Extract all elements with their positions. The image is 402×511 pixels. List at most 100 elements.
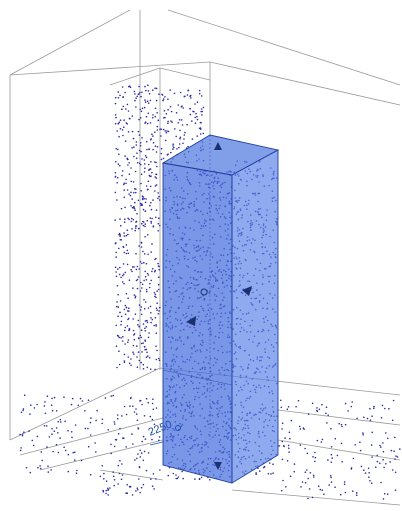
point [363,417,365,419]
point [201,477,203,479]
point [156,112,158,114]
point [134,202,136,204]
point [95,451,97,453]
point [159,469,161,471]
point [133,330,135,332]
point [155,345,157,347]
point [331,457,333,459]
point [41,460,43,462]
point [47,395,49,397]
point [121,108,123,110]
point [138,268,140,270]
point [313,475,315,477]
point [134,230,136,232]
point [144,328,146,330]
point [47,465,49,467]
point [331,446,333,448]
point [368,472,370,474]
point [134,210,136,212]
point [171,111,173,113]
point [141,351,143,353]
point [126,158,128,160]
point [28,430,30,432]
point [316,407,318,409]
point [132,318,134,320]
box-front[interactable] [163,163,232,483]
point [145,155,147,157]
point [123,283,125,285]
point [152,89,154,91]
point [114,446,116,448]
point [45,413,47,415]
point [71,431,73,433]
point [115,252,117,254]
point [152,485,154,487]
point [173,147,175,149]
point [103,473,105,475]
point [196,135,198,137]
point [102,419,104,421]
point [394,458,396,460]
point [156,209,158,211]
point [124,309,126,311]
point [146,141,148,143]
point [147,220,149,222]
point [152,419,154,421]
point [156,407,158,409]
point [383,498,385,500]
point [389,461,391,463]
point [156,177,158,179]
point [282,480,284,482]
point [141,242,143,244]
point [155,145,157,147]
point [118,91,120,93]
point [156,184,158,186]
point [144,340,146,342]
point [187,94,189,96]
point [90,422,92,424]
point [341,426,343,428]
point [56,410,58,412]
point [60,421,62,423]
point [159,360,161,362]
point [115,176,117,178]
point [272,463,274,465]
point [174,93,176,95]
point [116,182,118,184]
point [300,444,302,446]
point [126,484,128,486]
point [139,360,141,362]
point [395,489,397,491]
point [284,437,286,439]
point [319,409,321,411]
point [200,111,202,113]
point [182,478,184,480]
point [49,436,51,438]
point [46,425,48,427]
point [136,356,138,358]
point [144,226,146,228]
point [127,297,129,299]
point [393,400,395,402]
point [179,143,181,145]
point [139,450,141,452]
point [132,443,134,445]
point [135,97,137,99]
point [149,149,151,151]
point [140,282,142,284]
point [394,437,396,439]
point [125,179,127,181]
point [151,439,153,441]
point [116,130,118,132]
point [149,357,151,359]
point [148,274,150,276]
point [115,325,117,327]
point [116,301,118,303]
point [148,102,150,104]
point [385,463,387,465]
point [371,482,373,484]
point [64,421,66,423]
box-side[interactable] [232,150,278,483]
point [130,269,132,271]
point [138,276,140,278]
